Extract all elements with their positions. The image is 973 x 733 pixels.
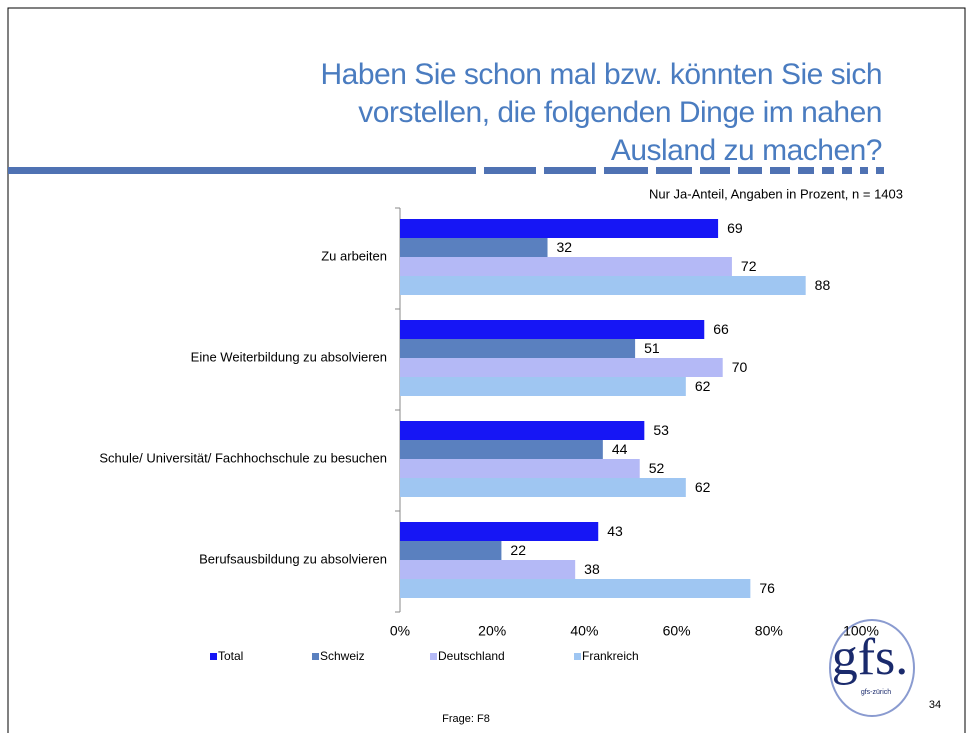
label-bg: [647, 423, 674, 438]
x-tick-label: 20%: [478, 623, 506, 639]
label-bg: [808, 278, 835, 293]
bar: [400, 421, 645, 440]
bar: [400, 560, 576, 579]
data-label: 53: [653, 422, 669, 438]
bar: [400, 219, 719, 238]
bar: [400, 339, 636, 358]
category-label: Zu arbeiten: [321, 248, 387, 263]
data-label: 22: [510, 542, 526, 558]
bar: [400, 579, 751, 598]
slide-border: [7, 7, 966, 733]
label-bg: [688, 379, 715, 394]
label-bg: [707, 322, 734, 337]
data-label: 43: [607, 523, 623, 539]
category-label: Berufsausbildung zu absolvieren: [199, 551, 387, 566]
category-label: Eine Weiterbildung zu absolvieren: [191, 349, 387, 364]
bar: [400, 257, 732, 276]
label-bg: [601, 524, 628, 539]
legend-swatch: [210, 653, 217, 660]
data-label: 44: [612, 441, 628, 457]
bar: [400, 320, 705, 339]
legend-swatch: [430, 653, 437, 660]
legend-label: Schweiz: [320, 649, 365, 663]
x-tick-label: 80%: [755, 623, 783, 639]
label-bg: [753, 581, 780, 596]
bar: [400, 238, 548, 257]
label-bg: [578, 562, 605, 577]
data-label: 52: [649, 460, 665, 476]
bar: [400, 522, 599, 541]
legend-label: Total: [218, 649, 243, 663]
data-label: 62: [695, 479, 711, 495]
label-bg: [725, 360, 752, 375]
data-label: 51: [644, 340, 660, 356]
data-label: 88: [815, 277, 831, 293]
page-number: 34: [929, 699, 941, 711]
bar: [400, 440, 603, 459]
legend-label: Frankreich: [582, 649, 639, 663]
x-tick-label: 100%: [843, 623, 879, 639]
footer: Frage: F8: [442, 713, 490, 725]
logo-sub: gfs-zürich: [861, 689, 891, 696]
label-bg: [638, 341, 665, 356]
logo-ring: [829, 619, 915, 717]
label-bg: [721, 221, 748, 236]
bar: [400, 541, 502, 560]
label-bg: [504, 543, 531, 558]
legend-label: Deutschland: [438, 649, 505, 663]
label-bg: [688, 480, 715, 495]
bar: [400, 276, 806, 295]
chart-subtitle: Nur Ja-Anteil, Angaben in Prozent, n = 1…: [649, 186, 903, 201]
title-rule: [8, 167, 884, 174]
category-label: Schule/ Universität/ Fachhochschule zu b…: [99, 450, 387, 465]
bar: [400, 358, 723, 377]
data-label: 66: [713, 321, 729, 337]
data-label: 62: [695, 378, 711, 394]
x-tick-label: 60%: [663, 623, 691, 639]
legend-swatch: [574, 653, 581, 660]
slide-title: Haben Sie schon mal bzw. könnten Sie sic…: [320, 58, 883, 167]
data-label: 72: [741, 258, 757, 274]
label-bg: [734, 259, 761, 274]
data-label: 32: [557, 239, 573, 255]
bar: [400, 459, 640, 478]
label-bg: [642, 461, 669, 476]
data-label: 69: [727, 220, 743, 236]
logo: gfs.: [832, 629, 909, 686]
data-label: 38: [584, 561, 600, 577]
x-tick-label: 0%: [390, 623, 410, 639]
label-bg: [605, 442, 632, 457]
bar: [400, 478, 686, 497]
legend-swatch: [312, 653, 319, 660]
bar: [400, 377, 686, 396]
label-bg: [550, 240, 577, 255]
data-label: 70: [732, 359, 748, 375]
data-label: 76: [759, 580, 775, 596]
x-tick-label: 40%: [570, 623, 598, 639]
